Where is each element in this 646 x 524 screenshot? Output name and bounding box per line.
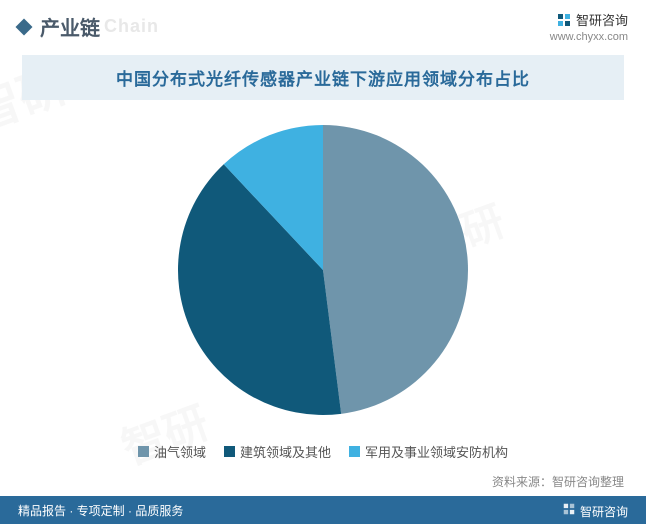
- section-label-zh: 产业链: [40, 12, 100, 41]
- legend-item-0: 油气领域: [138, 442, 206, 461]
- footer-logo-icon: [561, 501, 577, 517]
- legend-swatch-icon: [224, 446, 235, 457]
- brand-name-row: 智研咨询: [550, 10, 628, 29]
- footer-bar: 精品报告 · 专项定制 · 品质服务 智研咨询: [0, 496, 646, 524]
- brand-name-text: 智研咨询: [576, 10, 628, 29]
- footer-right-row: 智研咨询: [561, 501, 628, 520]
- legend-item-1: 建筑领域及其他: [224, 442, 331, 461]
- legend: 油气领域 建筑领域及其他 军用及事业领域安防机构: [0, 442, 646, 461]
- brand-logo-icon: [556, 12, 572, 28]
- pie-chart: [0, 100, 646, 440]
- header: 产业链 Chain 智研咨询 www.chyxx.com: [0, 0, 646, 49]
- footer-right-text: 智研咨询: [580, 505, 628, 519]
- brand-block: 智研咨询 www.chyxx.com: [550, 10, 628, 43]
- section-label-en: Chain: [104, 16, 159, 37]
- legend-swatch-icon: [349, 446, 360, 457]
- footer-left-text: 精品报告 · 专项定制 · 品质服务: [18, 502, 183, 519]
- legend-label: 油气领域: [154, 442, 206, 461]
- legend-swatch-icon: [138, 446, 149, 457]
- pie-slice-0: [323, 125, 468, 414]
- diamond-icon: [16, 18, 33, 35]
- source-note: 资料来源：智研咨询整理: [492, 473, 624, 490]
- chart-title: 中国分布式光纤传感器产业链下游应用领域分布占比: [22, 55, 624, 100]
- brand-url: www.chyxx.com: [550, 31, 628, 43]
- header-left: 产业链 Chain: [18, 12, 159, 41]
- legend-label: 建筑领域及其他: [240, 442, 331, 461]
- legend-label: 军用及事业领域安防机构: [365, 442, 508, 461]
- legend-item-2: 军用及事业领域安防机构: [349, 442, 508, 461]
